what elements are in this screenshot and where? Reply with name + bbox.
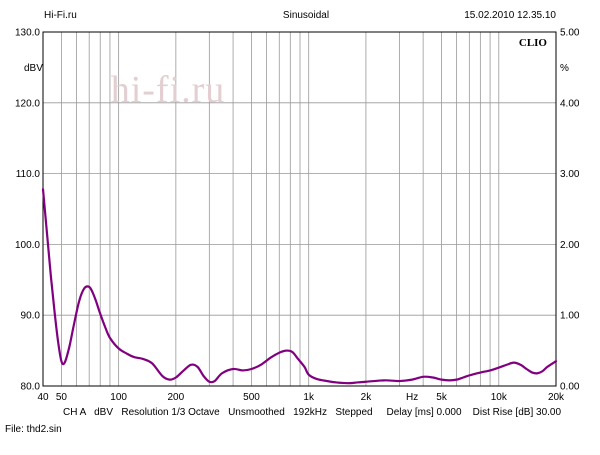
- y-tick-label-left: 130.0: [15, 28, 40, 39]
- header-left: Hi-Fi.ru: [44, 10, 77, 21]
- y-tick-label-left: 100.0: [15, 240, 40, 251]
- x-tick-label: 1k: [303, 392, 315, 403]
- header-timestamp: 15.02.2010 12.35.10: [464, 10, 556, 21]
- watermark-text: hi-fi.ru: [111, 69, 226, 111]
- x-tick-label: Hz: [406, 392, 418, 403]
- watermark: hi-fi.ru: [111, 69, 226, 111]
- chart-grid: [43, 32, 556, 386]
- y-tick-label-right: 1.00: [560, 311, 580, 322]
- clio-logo: CLIO: [519, 37, 548, 49]
- x-tick-label: 2k: [361, 392, 373, 403]
- x-tick-label: 20k: [548, 392, 565, 403]
- y-axis-right: 5.00 4.00 3.00 2.00 1.00 0.00: [560, 28, 580, 393]
- y-tick-label-right: 0.00: [560, 382, 580, 393]
- y-tick-label-right: 5.00: [560, 28, 580, 39]
- header-title: Sinusoidal: [283, 10, 329, 21]
- series-curve: [41, 188, 558, 385]
- x-tick-label: 40: [37, 392, 49, 403]
- x-tick-label: 50: [56, 392, 68, 403]
- y-axis-label-left: dBV: [24, 63, 43, 74]
- y-axis-left: 130.0 120.0 110.0 100.0 90.0 80.0: [15, 28, 40, 393]
- y-tick-label-left: 110.0: [16, 169, 41, 180]
- footer-file: File: thd2.sin: [5, 424, 62, 435]
- y-tick-label-left: 120.0: [15, 98, 40, 109]
- x-tick-label: 200: [168, 392, 185, 403]
- y-tick-label-right: 3.00: [560, 169, 580, 180]
- x-tick-label: 500: [243, 392, 260, 403]
- plot-frame: [42, 31, 557, 387]
- x-tick-label: 5k: [436, 392, 448, 403]
- clio-logo-bg: [517, 36, 554, 49]
- footer-settings: CH A dBV Resolution 1/3 Octave Unsmoothe…: [63, 407, 561, 418]
- x-tick-label: 10k: [491, 392, 508, 403]
- y-tick-label-left: 90.0: [21, 311, 41, 322]
- x-tick-label: 100: [110, 392, 127, 403]
- sinusoidal-response-line: [41, 188, 558, 385]
- y-tick-label-left: 80.0: [21, 382, 41, 393]
- y-axis-label-right: %: [560, 63, 569, 74]
- y-tick-label-right: 4.00: [560, 98, 580, 109]
- y-tick-label-right: 2.00: [560, 240, 580, 251]
- x-axis: 40 50 100 200 500 1k 2k Hz 5k 10k 20k: [37, 392, 565, 403]
